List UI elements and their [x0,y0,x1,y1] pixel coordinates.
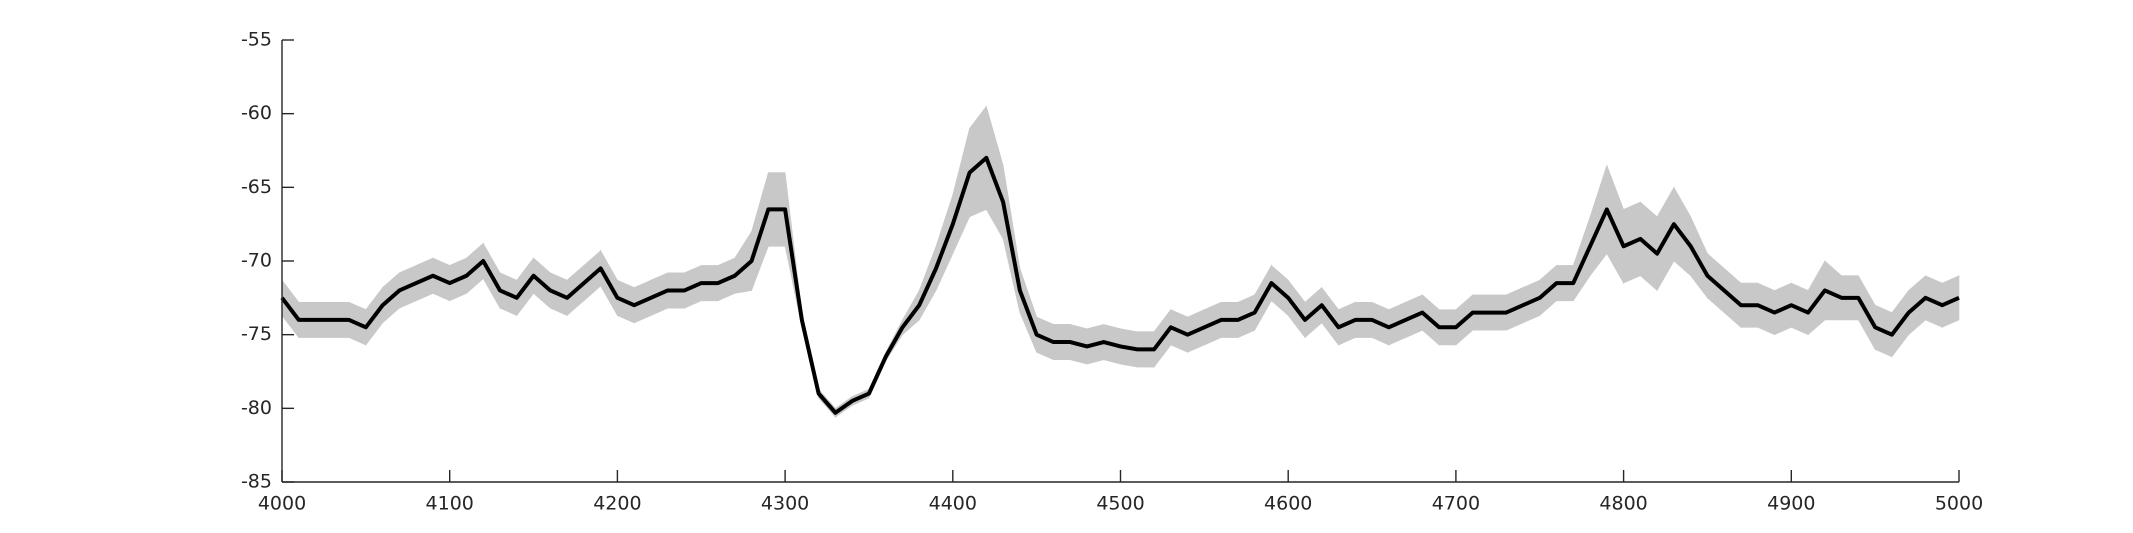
y-tick-label: -75 [241,323,272,345]
x-tick-label: 4600 [1264,493,1312,515]
band [1673,186,1691,277]
y-tick-label: -70 [241,250,272,272]
x-tick-label: 4300 [761,493,809,515]
x-tick-label: 4700 [1432,493,1480,515]
x-tick-label: 4000 [258,493,306,515]
line [280,155,1960,415]
band [1807,259,1826,336]
x-tick-label: 4800 [1599,493,1647,515]
x-tick-label: 5000 [1935,493,1983,515]
band [952,128,970,254]
band [902,289,920,336]
y-tick-label: -55 [241,29,272,51]
x-tick-label: 4500 [1096,493,1144,515]
x-tick-label: 4900 [1767,493,1815,515]
y-tick-label: -65 [241,176,272,198]
x-tick-label: 4400 [929,493,977,515]
y-tick-label: -60 [241,102,272,124]
x-tick-label: 4100 [426,493,474,515]
band [986,106,1004,241]
band [1589,165,1608,277]
x-tick-label: 4200 [593,493,641,515]
band [1572,216,1591,302]
y-tick-label: -80 [241,397,272,419]
y-tick-label: -85 [241,471,272,493]
